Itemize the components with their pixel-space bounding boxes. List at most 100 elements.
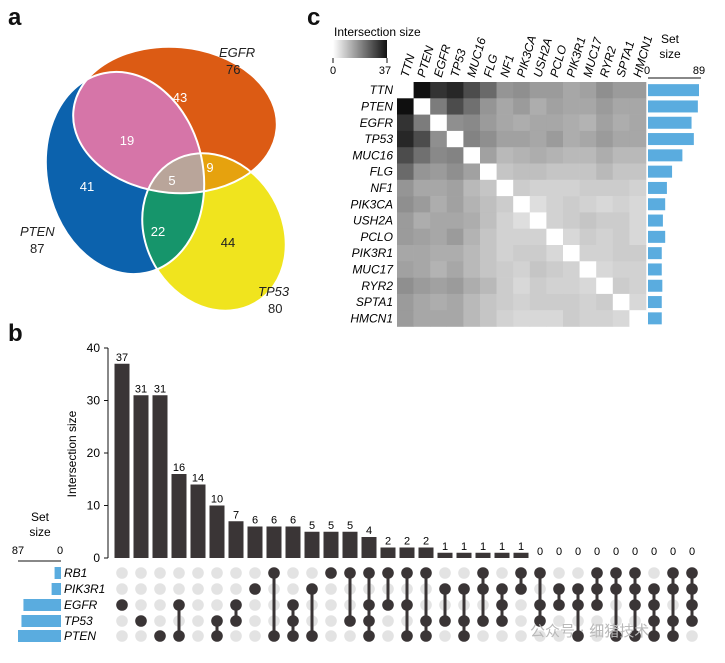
heatmap-cell [513, 82, 531, 99]
heatmap-cell [612, 147, 630, 164]
upset-bar-label: 10 [211, 494, 223, 506]
heatmap-cell [612, 277, 630, 295]
heatmap-cell [446, 114, 464, 132]
heatmap-cell [546, 212, 564, 229]
upset-dot [553, 599, 565, 611]
heatmap-cell [513, 147, 531, 164]
heatmap-row-label: SPTA1 [356, 295, 393, 309]
heatmap-legend-min: 0 [330, 65, 336, 77]
heatmap-cell [480, 179, 497, 197]
heatmap-cell [397, 82, 414, 99]
heatmap-cell [463, 147, 481, 164]
heatmap-cell [529, 82, 547, 99]
upset-bar-label: 1 [480, 541, 486, 553]
heatmap-cell [596, 82, 614, 99]
heatmap-cell [546, 228, 564, 246]
heatmap-cell [413, 245, 431, 262]
heatmap-cell [430, 98, 448, 115]
upset-dot [230, 630, 242, 642]
upset-bar-label: 16 [173, 462, 185, 474]
upset-dot [173, 630, 185, 642]
heatmap-set-bar [648, 133, 694, 146]
heatmap-cell [413, 277, 431, 295]
heatmap-cell [529, 98, 547, 115]
upset-set-label: PIK3R1 [64, 582, 105, 596]
heatmap-cell [446, 179, 464, 197]
upset-dot [116, 599, 128, 611]
venn-label-pten: PTEN [20, 224, 55, 239]
heatmap-cell [513, 212, 531, 229]
heatmap-cell [513, 277, 531, 295]
heatmap-row-label: HMCN1 [350, 311, 393, 325]
upset-dot [325, 615, 337, 627]
upset-dot [287, 583, 299, 595]
heatmap-cell [596, 228, 614, 246]
heatmap-cell [579, 114, 597, 132]
heatmap-cell [529, 261, 547, 278]
heatmap-cell [513, 245, 531, 262]
upset-dot [154, 630, 166, 642]
heatmap-set-axis-min: 0 [644, 65, 650, 77]
upset-bar [494, 552, 510, 558]
heatmap-cell [612, 228, 630, 246]
heatmap-cell [579, 196, 597, 213]
upset-dot [496, 567, 508, 579]
upset-set-label: PTEN [64, 629, 96, 643]
upset-dot [211, 583, 223, 595]
upset-bar-label: 5 [347, 520, 353, 532]
upset-dot [591, 599, 603, 611]
upset-dot [249, 599, 261, 611]
heatmap-cell [563, 179, 580, 197]
venn-tp53-only: 44 [221, 235, 235, 250]
heatmap-cell [446, 212, 464, 229]
heatmap-cell [496, 228, 514, 246]
heatmap-cell [563, 310, 580, 327]
upset-bar-label: 1 [518, 541, 524, 553]
heatmap-cell [546, 163, 564, 181]
heatmap-cell [612, 310, 630, 327]
upset-set-bar [18, 630, 61, 642]
heatmap-cell [397, 179, 414, 197]
heatmap-cell [563, 212, 580, 229]
upset-bar [152, 395, 168, 558]
heatmap-cell [513, 261, 531, 278]
heatmap-cell [612, 196, 630, 213]
upset-dot [230, 567, 242, 579]
heatmap-col-label: FLG [481, 53, 501, 79]
heatmap-row-label: USH2A [353, 214, 393, 228]
upset-dot [249, 615, 261, 627]
heatmap-cell [496, 179, 514, 197]
heatmap-cell [397, 293, 414, 311]
heatmap-cell [596, 245, 614, 262]
heatmap-cell [397, 228, 414, 246]
heatmap-set-size-label-2: size [659, 47, 681, 61]
upset-dot [116, 630, 128, 642]
heatmap-cell [513, 163, 531, 181]
upset-dot [401, 630, 413, 642]
upset-dot [268, 630, 280, 642]
heatmap-cell [579, 277, 597, 295]
heatmap-cell [529, 130, 547, 148]
upset-dot [667, 630, 679, 642]
upset-dot [629, 630, 641, 642]
upset-dot [515, 630, 527, 642]
heatmap-set-bar [648, 214, 663, 227]
heatmap-set-bar [648, 198, 666, 211]
venn-size-egfr: 76 [226, 62, 240, 77]
heatmap-cell [430, 228, 448, 246]
heatmap-cell [430, 245, 448, 262]
upset-bar-label: 5 [328, 520, 334, 532]
heatmap-set-axis-max: 89 [693, 65, 705, 77]
heatmap-cell [596, 163, 614, 181]
heatmap-cell [529, 212, 547, 229]
heatmap-cell [496, 147, 514, 164]
heatmap-cell [546, 179, 564, 197]
upset-bar [133, 395, 149, 558]
upset-bar-label: 6 [271, 515, 277, 527]
upset-dot [192, 567, 204, 579]
heatmap-cell [596, 261, 614, 278]
upset-bar [171, 474, 187, 558]
heatmap-cell [397, 310, 414, 327]
upset-dot [249, 630, 261, 642]
heatmap-cell [413, 212, 431, 229]
